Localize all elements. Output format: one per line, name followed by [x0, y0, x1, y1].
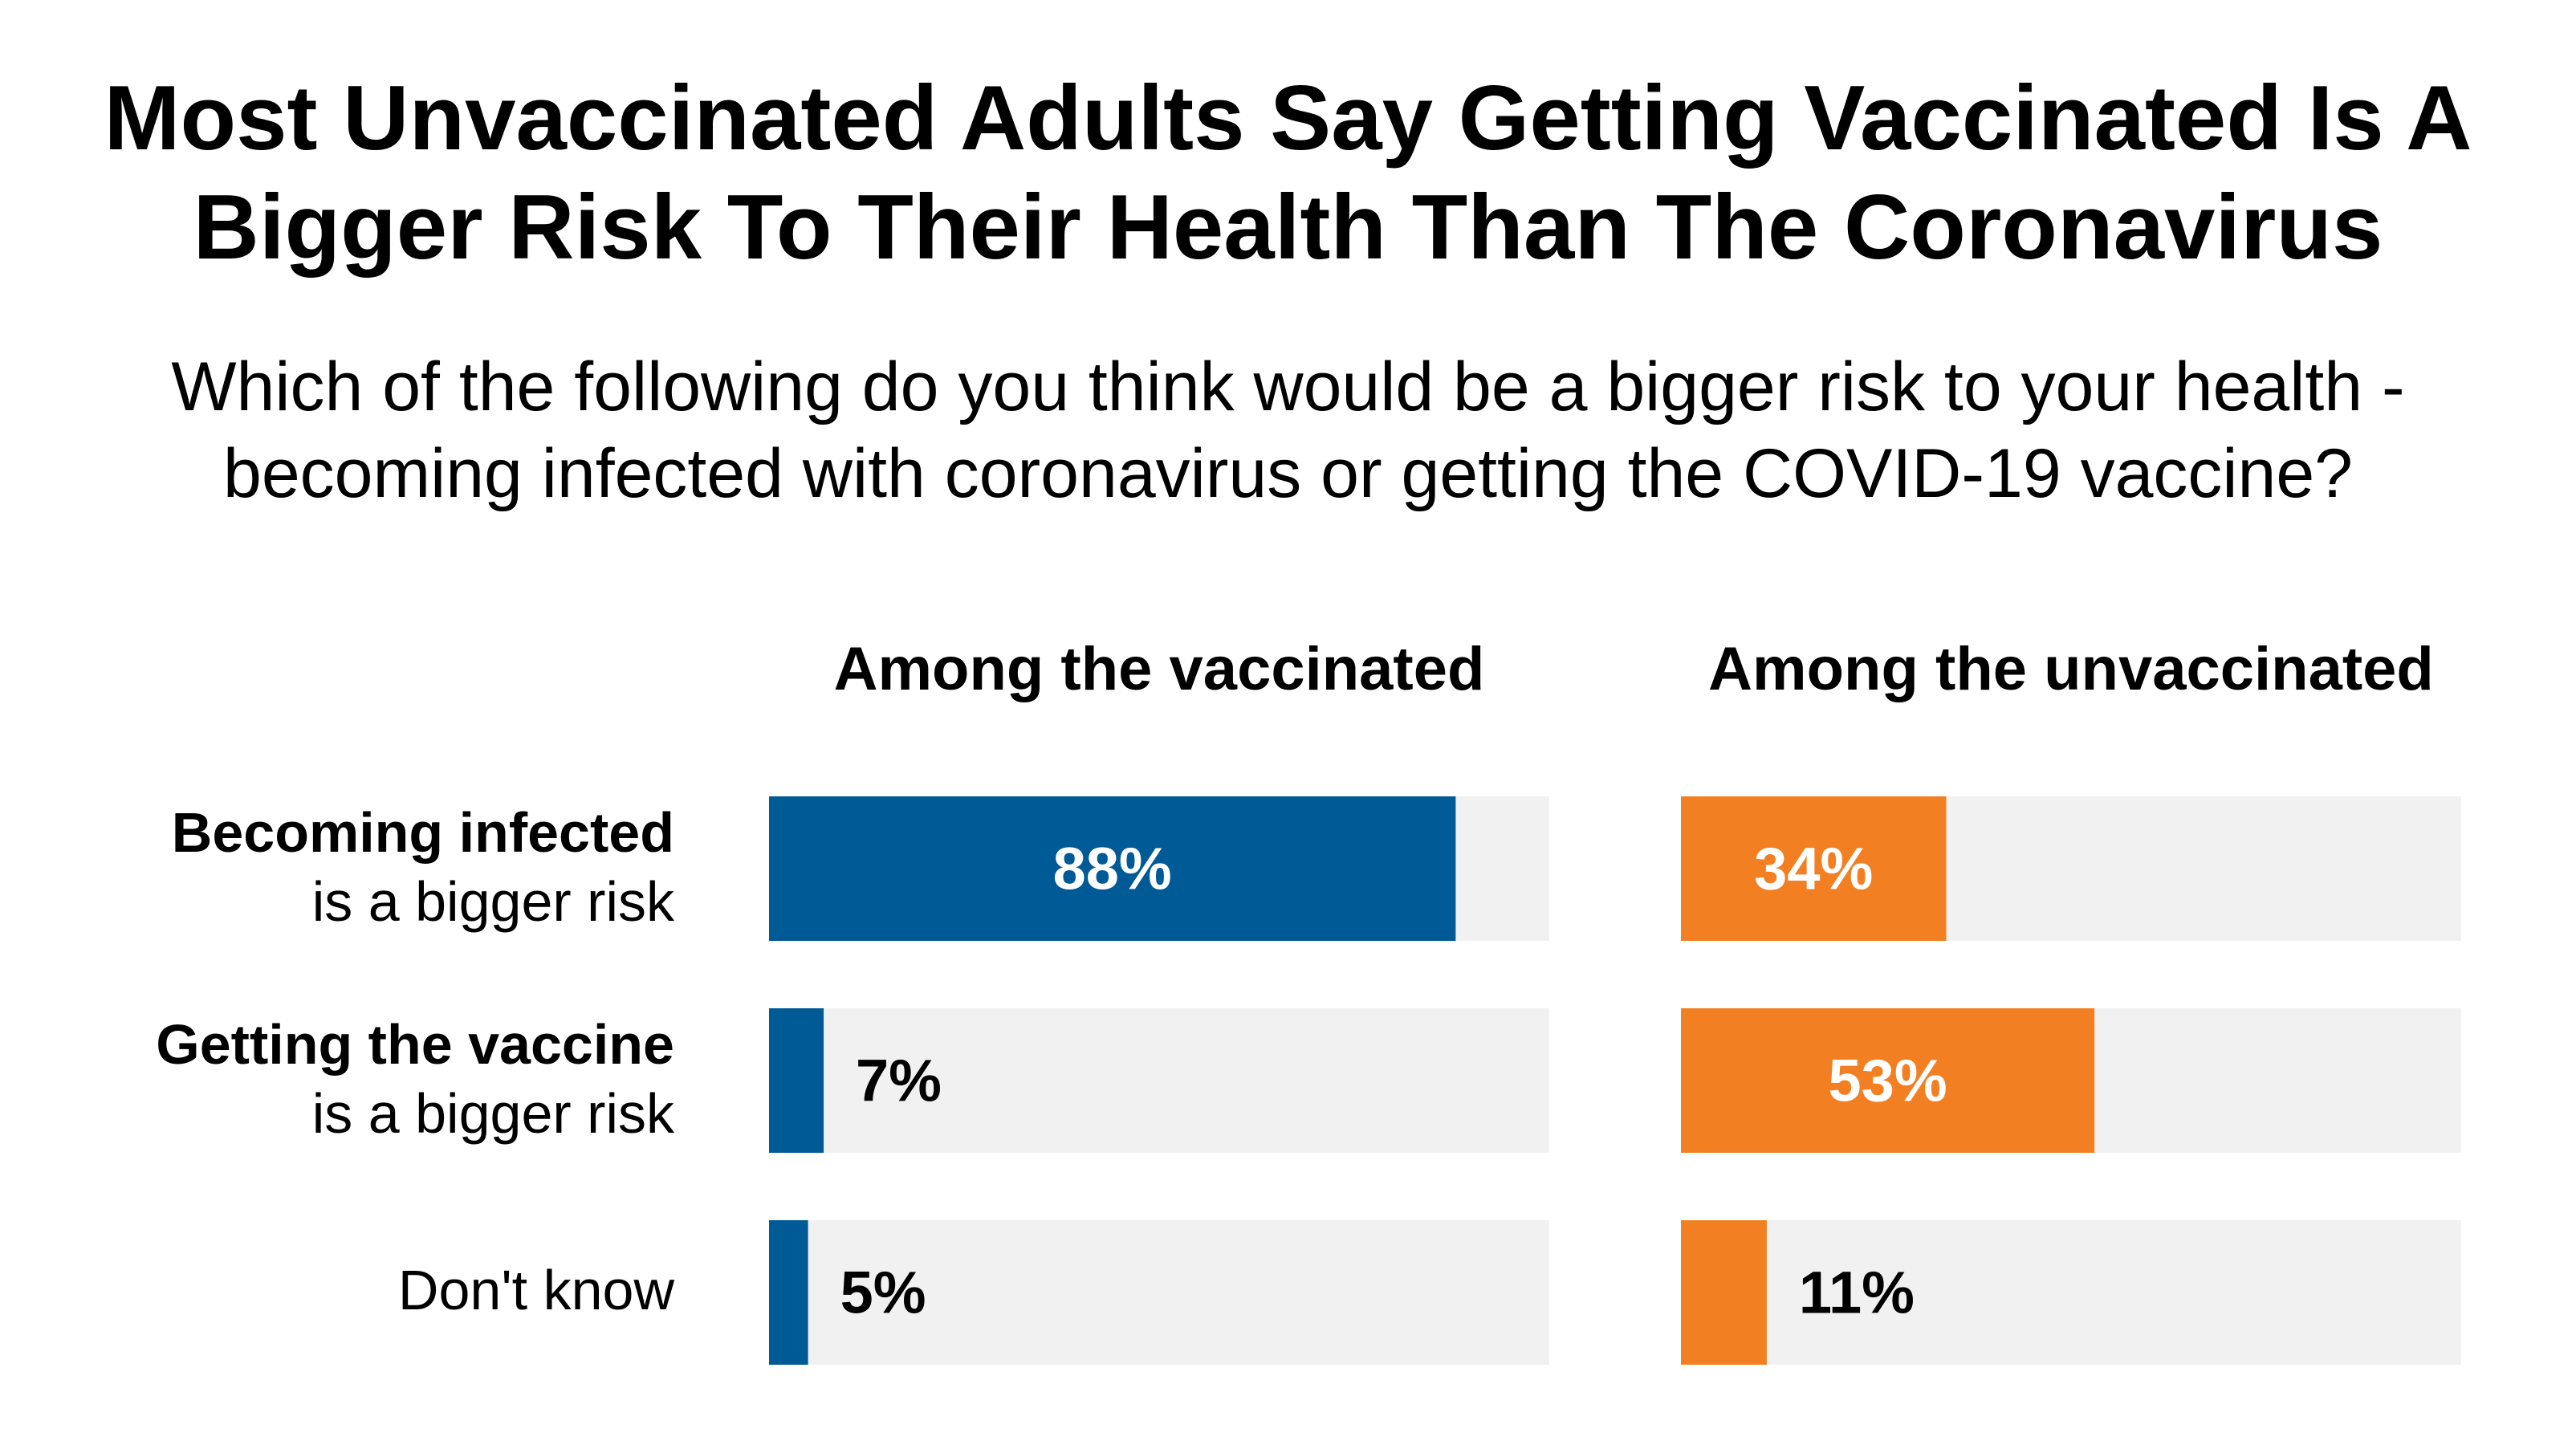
panel-title-vaccinated: Among the vaccinated	[833, 635, 1485, 703]
bar-track	[769, 1220, 1549, 1365]
bar	[1681, 1008, 2095, 1153]
row-label-vaccine-bold: Getting the vaccine	[156, 1013, 674, 1076]
panel-title-unvaccinated: Among the unvaccinated	[1708, 635, 2434, 703]
row-label-dont-know-plain: Don't know	[397, 1259, 674, 1321]
data-label: 11%	[1799, 1260, 1915, 1326]
bar-track	[1681, 1220, 2461, 1365]
title-line-1: Most Unvaccinated Adults Say Getting Vac…	[104, 67, 2472, 169]
data-label: 88%	[1053, 836, 1172, 902]
bar	[1681, 1220, 1767, 1365]
chart-title: Most Unvaccinated Adults Say Getting Vac…	[0, 64, 2576, 283]
title-line-2: Bigger Risk To Their Health Than The Cor…	[193, 177, 2383, 279]
row-label-infected-bold: Becoming infected	[171, 801, 674, 864]
row-label-infected: Becoming infected is a bigger risk	[0, 798, 674, 936]
bar-track	[769, 1008, 1549, 1153]
bar	[769, 796, 1456, 941]
data-label: 34%	[1754, 836, 1873, 902]
row-label-dont-know: Don't know	[0, 1256, 674, 1325]
row-label-infected-plain: is a bigger risk	[311, 870, 674, 933]
bar	[769, 1008, 824, 1153]
row-label-vaccine-plain: is a bigger risk	[311, 1082, 674, 1145]
row-label-vaccine: Getting the vaccine is a bigger risk	[0, 1010, 674, 1148]
data-label: 53%	[1829, 1048, 1947, 1114]
bar	[1681, 796, 1947, 941]
data-label: 7%	[856, 1048, 942, 1114]
subtitle-line-1: Which of the following do you think woul…	[171, 348, 2405, 425]
bar	[769, 1220, 808, 1365]
data-label: 5%	[840, 1260, 926, 1326]
chart-subtitle: Which of the following do you think woul…	[0, 344, 2576, 517]
subtitle-line-2: becoming infected with coronavirus or ge…	[222, 435, 2354, 512]
